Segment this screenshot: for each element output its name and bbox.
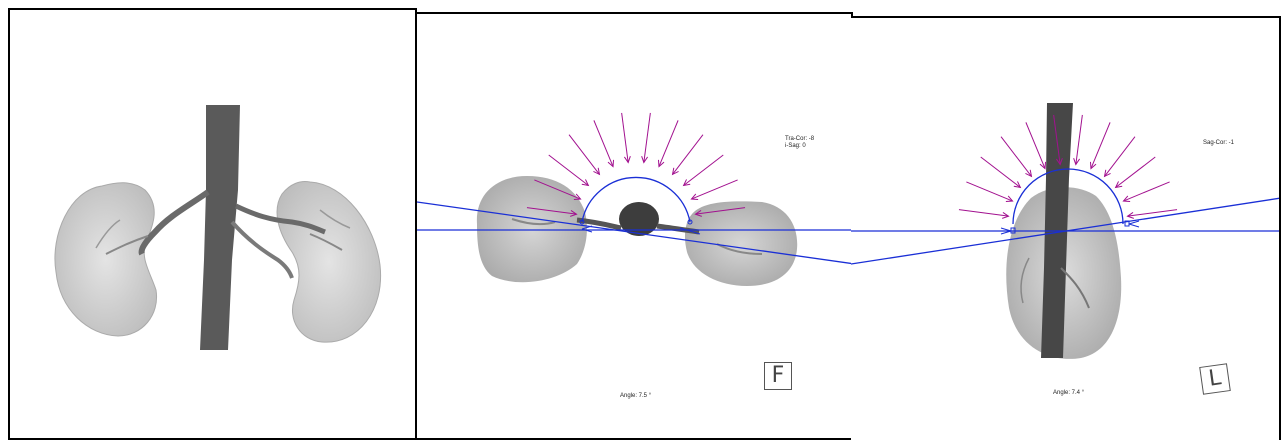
arrow-head (641, 156, 649, 164)
angle-arc (1012, 168, 1124, 225)
direction-arrows (526, 112, 746, 217)
frontal-kidney-image (54, 105, 382, 350)
arrow-line (526, 207, 577, 215)
arrow-head (581, 179, 590, 187)
arrow-line (691, 179, 738, 200)
arrow-line (958, 209, 1009, 217)
arrow-line (672, 134, 704, 175)
arrow-line (1123, 181, 1170, 202)
arrow-head (1126, 211, 1134, 219)
angle-arc (581, 176, 691, 223)
arrow-line (695, 207, 746, 215)
direction-arrows (958, 114, 1178, 219)
transverse-coronal-view-panel[interactable]: Tra-Cor: -8 i-Sag: 0 Angle: 7.5 ° F (415, 12, 853, 440)
arrow-head (593, 167, 601, 176)
transverse-kidney-image (417, 112, 851, 286)
arrow-line (593, 120, 614, 167)
arrow-line (980, 156, 1021, 188)
arrow-line (621, 112, 629, 163)
arrow-line (1000, 136, 1032, 177)
arrow-line (1075, 114, 1083, 165)
arrow-line (683, 154, 724, 186)
arrow-head (1005, 195, 1014, 203)
arrow-head (1055, 158, 1063, 166)
angle-label: Angle: 7.5 ° (620, 393, 652, 399)
arrow-head (1089, 161, 1097, 170)
info-line-1: Tra-Cor: -8 (785, 136, 815, 142)
arrow-line (643, 112, 651, 163)
arrow-head (623, 156, 631, 164)
info-line-2: i-Sag: 0 (785, 143, 806, 149)
arrow-head (694, 209, 702, 217)
arrow-head (682, 179, 691, 187)
arrow-head (1114, 181, 1123, 189)
arrow-head (690, 193, 699, 201)
arrow-head (607, 159, 615, 168)
arrow-head (657, 159, 665, 168)
frontal-view-panel[interactable] (8, 8, 417, 440)
arrow-head (1025, 169, 1033, 178)
arrow-line (1053, 114, 1061, 165)
arrow-head (1013, 181, 1022, 189)
arrow-line (1127, 209, 1178, 217)
arrow-head (671, 167, 679, 176)
arrow-line (1090, 122, 1111, 169)
arrow-line (534, 179, 581, 200)
arrow-head (1002, 211, 1010, 219)
arrow-head (570, 209, 578, 217)
arrow-line (658, 120, 679, 167)
orientation-cube-icon[interactable]: L (1199, 363, 1231, 395)
angle-label: Angle: 7.4 ° (1053, 390, 1085, 396)
oblique-guide-line (417, 201, 851, 265)
sagittal-coronal-view-panel[interactable]: Sag-Cor: -1 Angle: 7.4 ° L (851, 16, 1281, 440)
sagittal-kidney-image (851, 103, 1279, 359)
arrow-head (1103, 169, 1111, 178)
info-line-1: Sag-Cor: -1 (1203, 140, 1235, 146)
arrow-line (1115, 156, 1156, 188)
arrow-head (1122, 195, 1131, 203)
arrow-line (1104, 136, 1136, 177)
arrow-line (1025, 122, 1046, 169)
arrow-head (1039, 161, 1047, 170)
arrow-line (568, 134, 600, 175)
arrow-head (1073, 158, 1081, 166)
arrow-head (573, 193, 582, 201)
arrow-line (966, 181, 1013, 202)
arrow-line (548, 154, 589, 186)
orientation-cube-icon[interactable]: F (764, 362, 792, 390)
